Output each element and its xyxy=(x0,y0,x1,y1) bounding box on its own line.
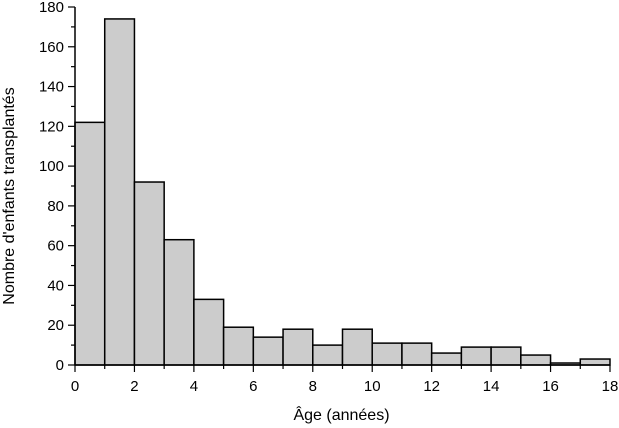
histogram-bar xyxy=(282,328,314,366)
histogram-bar xyxy=(312,344,344,366)
y-tick-label: 140 xyxy=(39,79,64,96)
histogram-bar xyxy=(430,352,463,366)
x-tick-label: 10 xyxy=(364,378,381,395)
x-tick-label: 4 xyxy=(190,378,198,395)
histogram-bar xyxy=(460,346,492,366)
histogram-bar xyxy=(133,181,165,366)
y-tick-label: 80 xyxy=(47,198,64,215)
x-tick-label: 6 xyxy=(249,378,257,395)
histogram-bar xyxy=(163,238,195,366)
x-tick-label: 2 xyxy=(130,378,138,395)
histogram-bar xyxy=(193,298,225,366)
y-axis-ticks: 0 20 40 60 80 100 120 140 160 180 xyxy=(39,0,75,374)
y-tick-label: 20 xyxy=(47,317,64,334)
x-tick-label: 18 xyxy=(602,378,619,395)
x-tick-label: 8 xyxy=(309,378,317,395)
histogram-bar xyxy=(222,326,255,366)
histogram-bar xyxy=(252,336,284,366)
x-axis-label: Âge (années) xyxy=(293,405,389,424)
histogram-bar xyxy=(401,342,433,366)
x-tick-label: 14 xyxy=(483,378,500,395)
histogram-bar xyxy=(579,358,611,366)
y-tick-label: 60 xyxy=(47,238,64,255)
histogram-bar xyxy=(103,18,136,366)
x-axis-ticks: 0 2 4 6 8 10 12 14 16 18 xyxy=(71,365,619,395)
histogram-bar xyxy=(371,342,403,366)
y-tick-label: 40 xyxy=(47,277,64,294)
y-tick-label: 120 xyxy=(39,118,64,135)
histogram-bar xyxy=(341,328,373,366)
y-tick-label: 100 xyxy=(39,158,64,175)
histogram-bar xyxy=(490,346,522,366)
x-tick-label: 12 xyxy=(423,378,440,395)
histogram-bar xyxy=(520,354,552,366)
y-tick-label: 0 xyxy=(56,357,64,374)
x-tick-label: 16 xyxy=(542,378,559,395)
histogram-bar xyxy=(74,121,106,366)
y-tick-label: 180 xyxy=(39,0,64,16)
y-axis-label: Nombre d'enfants transplantés xyxy=(1,87,18,304)
bars-group xyxy=(74,18,611,366)
y-tick-label: 160 xyxy=(39,39,64,56)
x-tick-label: 0 xyxy=(71,378,79,395)
